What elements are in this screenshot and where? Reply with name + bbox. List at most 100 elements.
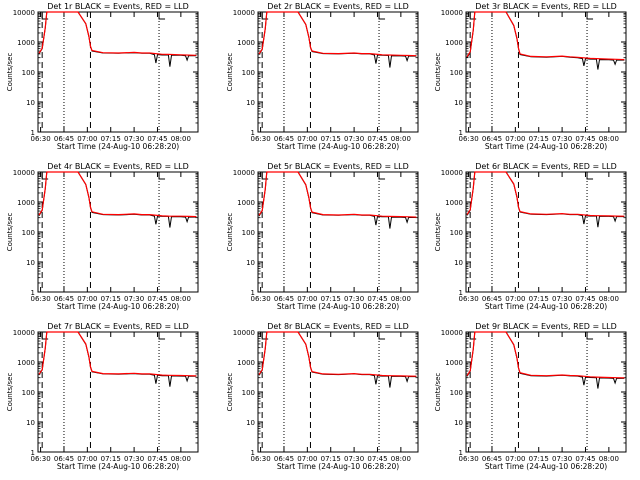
y-tick-label: 1 <box>251 129 255 137</box>
series-line-lld <box>38 11 197 56</box>
chart-panel-9: Det 9r BLACK = Events, RED = LLD 1 10 100 10… <box>434 322 627 471</box>
x-axis-label: Start Time (24-Aug-10 06:28:20) <box>277 462 399 471</box>
chart-title: Det 9r BLACK = Events, RED = LLD <box>475 322 617 331</box>
y-tick-label: 100 <box>450 229 463 237</box>
chart-panel-7: Det 7r BLACK = Events, RED = LLD 1 10 100 10… <box>6 322 199 471</box>
y-tick-label: 1 <box>459 449 463 457</box>
chart-title: Det 6r BLACK = Events, RED = LLD <box>475 162 617 171</box>
series-line-lld <box>466 171 625 217</box>
x-tick-label: 07:15 <box>529 455 549 463</box>
y-axis-label: Counts/sec <box>434 373 442 412</box>
y-axis-label: Counts/sec <box>434 53 442 92</box>
y-tick-label: 100 <box>22 229 35 237</box>
plot-frame <box>37 11 199 133</box>
y-tick-label: 1000 <box>17 359 35 367</box>
y-tick-label: 10 <box>26 99 35 107</box>
plot-frame <box>37 331 199 453</box>
bracket-marker <box>378 333 386 340</box>
chart-panel-8: Det 8r BLACK = Events, RED = LLD 1 10 100 10… <box>226 322 419 471</box>
x-tick-label: 08:00 <box>171 455 191 463</box>
bracket-marker <box>158 333 166 340</box>
bracket-marker <box>586 13 594 20</box>
chart-title: Det 7r BLACK = Events, RED = LLD <box>47 322 189 331</box>
x-tick-label: 07:30 <box>344 295 364 303</box>
plot-frame <box>257 331 419 453</box>
plot-frame <box>257 11 419 133</box>
series-line-events <box>38 171 197 228</box>
x-tick-label: 06:30 <box>31 295 51 303</box>
x-tick-label: 06:30 <box>251 135 271 143</box>
y-tick-label: 100 <box>242 229 255 237</box>
y-tick-label: 10 <box>454 419 463 427</box>
bracket-marker <box>378 13 386 20</box>
x-tick-label: 07:15 <box>101 135 121 143</box>
bracket-marker <box>41 333 49 340</box>
x-tick-label: 07:15 <box>321 295 341 303</box>
x-tick-label: 07:30 <box>124 135 144 143</box>
x-tick-label: 07:45 <box>575 295 595 303</box>
x-tick-label: 07:00 <box>77 135 97 143</box>
x-tick-label: 07:45 <box>367 135 387 143</box>
chart-title: Det 5r BLACK = Events, RED = LLD <box>267 162 409 171</box>
series-line-events <box>38 331 197 387</box>
x-tick-label: 07:30 <box>344 135 364 143</box>
x-tick-label: 07:45 <box>575 135 595 143</box>
bracket-marker <box>378 173 386 180</box>
y-tick-label: 10 <box>454 99 463 107</box>
x-tick-label: 07:30 <box>124 295 144 303</box>
x-tick-label: 07:30 <box>552 295 572 303</box>
bracket-marker <box>469 333 477 340</box>
series-line-events <box>258 11 417 68</box>
y-tick-label: 10000 <box>441 329 463 337</box>
y-tick-label: 10 <box>246 419 255 427</box>
x-tick-label: 07:00 <box>77 455 97 463</box>
y-tick-label: 1000 <box>17 199 35 207</box>
x-tick-label: 07:45 <box>147 135 167 143</box>
chart-panel-1: Det 1r BLACK = Events, RED = LLD 1 10 100 10… <box>6 2 199 151</box>
x-tick-label: 07:15 <box>529 135 549 143</box>
x-tick-label: 06:30 <box>251 455 271 463</box>
x-tick-label: 06:45 <box>54 135 74 143</box>
bracket-marker <box>41 173 49 180</box>
x-tick-label: 08:00 <box>391 455 411 463</box>
x-tick-label: 06:45 <box>274 135 294 143</box>
y-axis-label: Counts/sec <box>434 213 442 252</box>
series-line-events <box>466 331 625 389</box>
y-tick-label: 1 <box>31 129 35 137</box>
y-tick-label: 100 <box>242 69 255 77</box>
plot-frame <box>37 171 199 293</box>
y-axis-label: Counts/sec <box>226 53 234 92</box>
plot-frame <box>257 171 419 293</box>
x-tick-label: 06:30 <box>459 295 479 303</box>
plot-frame <box>465 171 627 293</box>
bracket-marker <box>469 13 477 20</box>
x-tick-label: 07:30 <box>124 455 144 463</box>
y-tick-label: 1 <box>31 289 35 297</box>
x-axis-label: Start Time (24-Aug-10 06:28:20) <box>485 302 607 311</box>
y-tick-label: 10000 <box>13 329 35 337</box>
y-tick-label: 10000 <box>233 329 255 337</box>
x-tick-label: 06:30 <box>459 135 479 143</box>
y-tick-label: 1000 <box>445 199 463 207</box>
chart-title: Det 8r BLACK = Events, RED = LLD <box>267 322 409 331</box>
y-tick-label: 10000 <box>13 169 35 177</box>
x-tick-label: 07:00 <box>77 295 97 303</box>
series-line-events <box>466 171 625 228</box>
y-axis-label: Counts/sec <box>6 53 14 92</box>
chart-panel-4: Det 4r BLACK = Events, RED = LLD 1 10 100 10… <box>6 162 199 311</box>
x-tick-label: 07:15 <box>321 455 341 463</box>
y-tick-label: 10 <box>246 259 255 267</box>
bracket-marker <box>586 333 594 340</box>
x-tick-label: 08:00 <box>599 295 619 303</box>
y-tick-label: 10000 <box>441 169 463 177</box>
series-line-lld <box>466 11 625 61</box>
x-tick-label: 07:00 <box>505 455 525 463</box>
y-tick-label: 10 <box>454 259 463 267</box>
y-axis-label: Counts/sec <box>6 373 14 412</box>
y-tick-label: 100 <box>242 389 255 397</box>
x-tick-label: 06:45 <box>274 295 294 303</box>
y-axis-label: Counts/sec <box>226 373 234 412</box>
x-tick-label: 08:00 <box>599 455 619 463</box>
x-tick-label: 07:30 <box>344 455 364 463</box>
x-tick-label: 06:30 <box>31 135 51 143</box>
